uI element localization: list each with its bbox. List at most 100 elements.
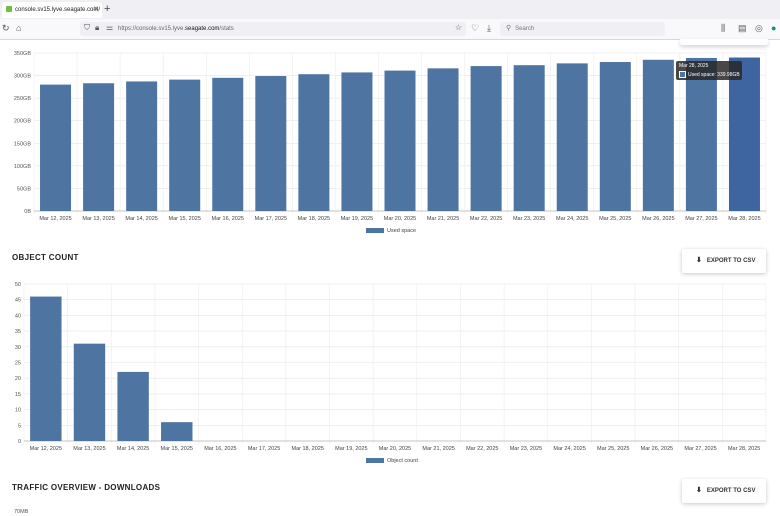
x-tick-label: Mar 25, 2025 (597, 446, 629, 452)
legend-label: Used space (387, 228, 417, 234)
account-icon[interactable]: ◎ (755, 23, 763, 33)
x-tick-label: Mar 18, 2025 (298, 216, 330, 222)
y-tick-label: 20 (15, 376, 21, 382)
x-tick-label: Mar 28, 2025 (728, 446, 760, 452)
chart-bar (212, 77, 244, 211)
x-tick-label: Mar 14, 2025 (117, 446, 149, 452)
x-tick-label: Mar 24, 2025 (553, 446, 585, 452)
y-tick-label: 50GB (17, 186, 31, 192)
legend-swatch (366, 228, 384, 234)
x-tick-label: Mar 15, 2025 (161, 446, 193, 452)
chart-bar (126, 81, 158, 211)
browser-nav-bar: ↻ ⌂ ⛉ 🔒︎ ⚌ https://console.sv15.lyve.sea… (0, 19, 780, 40)
object-count-legend[interactable]: Object count (366, 458, 418, 465)
traffic-title: TRAFFIC OVERVIEW - DOWNLOADS (12, 483, 161, 492)
chart-bar (117, 371, 149, 441)
y-tick-label: 100GB (14, 164, 31, 170)
x-tick-label: Mar 22, 2025 (466, 446, 498, 452)
address-url[interactable]: https://console.sv15.lyve.seagate.com/st… (118, 26, 234, 32)
x-tick-label: Mar 23, 2025 (513, 216, 545, 222)
chart-bar (169, 79, 201, 212)
x-tick-label: Mar 12, 2025 (30, 446, 62, 452)
used-space-legend[interactable]: Used space (366, 228, 416, 235)
chart-tooltip: Mar 28, 2025 Used space: 339.98GB (676, 61, 742, 80)
shield-icon[interactable]: ⛉ (84, 23, 90, 32)
pocket-icon[interactable]: ♡ (471, 23, 480, 33)
download-icon: ⬇ (696, 487, 702, 494)
x-tick-label: Mar 22, 2025 (470, 216, 502, 222)
y-tick-label: 0 (18, 439, 21, 445)
x-tick-label: Mar 14, 2025 (125, 216, 157, 222)
export-csv-button[interactable]: ⬇ EXPORT TO CSV (682, 479, 766, 503)
y-tick-label: 30 (15, 345, 21, 351)
chart-bar (73, 343, 106, 441)
x-tick-label: Mar 27, 2025 (685, 216, 717, 222)
object-count-title: OBJECT COUNT (12, 253, 79, 262)
address-bar[interactable]: ⛉ 🔒︎ ⚌ https://console.sv15.lyve.seagate… (80, 22, 466, 36)
x-tick-label: Mar 26, 2025 (641, 446, 673, 452)
chart-bar (556, 63, 588, 211)
chart-bar (384, 70, 416, 211)
x-tick-label: Mar 21, 2025 (422, 446, 454, 452)
chart-bar (255, 76, 287, 211)
chart-bar (341, 72, 373, 211)
tooltip-title: Mar 28, 2025 (679, 63, 709, 69)
x-tick-label: Mar 28, 2025 (728, 216, 760, 222)
export-button-partial[interactable] (680, 39, 768, 45)
y-tick-label: 25 (15, 361, 21, 367)
search-bar[interactable]: ⚲ Search (500, 22, 665, 36)
home-icon[interactable]: ⌂ (16, 23, 22, 33)
x-tick-label: Mar 13, 2025 (82, 216, 114, 222)
chart-bar (685, 57, 717, 211)
site-favicon-icon (6, 6, 12, 13)
x-tick-label: Mar 25, 2025 (599, 216, 631, 222)
x-tick-label: Mar 21, 2025 (427, 216, 459, 222)
used-space-chart: 0B 50GB 100GB 150GB 200GB 250GB 300GB 350GB Mar … (14, 51, 767, 222)
y-tick-label: 35 (15, 329, 21, 335)
chart-bar (83, 83, 115, 211)
y-tick-label: 50 (15, 282, 21, 288)
tooltip-value-row: Used space: 339.98GB (679, 71, 740, 79)
chart-bar (513, 65, 545, 211)
chart-bar (728, 57, 760, 211)
x-tick-label: Mar 13, 2025 (73, 446, 105, 452)
reload-icon[interactable]: ↻ (2, 23, 10, 33)
new-tab-button[interactable]: + (104, 3, 111, 15)
chart-bar (30, 296, 62, 441)
x-tick-label: Mar 17, 2025 (255, 216, 287, 222)
object-count-chart: 0 5 10 15 20 25 30 35 40 45 50 Mar 12, 2025 Mar 13, … (15, 282, 767, 452)
permissions-icon[interactable]: ⚌ (106, 23, 114, 32)
x-tick-label: Mar 12, 2025 (39, 216, 71, 222)
browser-tab[interactable]: console.sv15.lyve.seagate.com/ ✕ (2, 2, 102, 18)
sidebar-icon[interactable]: ▤ (738, 23, 747, 33)
extension-icon[interactable]: ● (771, 23, 777, 33)
y-tick-label: 0B (24, 209, 31, 215)
x-tick-label: Mar 24, 2025 (556, 216, 588, 222)
lock-icon[interactable]: 🔒︎ (95, 23, 100, 32)
x-tick-label: Mar 20, 2025 (379, 446, 411, 452)
downloads-icon[interactable]: ⤓ (487, 23, 491, 33)
library-icon[interactable]: ⫼ (721, 23, 726, 33)
y-tick-label: 250GB (14, 96, 31, 102)
x-tick-label: Mar 23, 2025 (510, 446, 542, 452)
x-tick-label: Mar 18, 2025 (291, 446, 323, 452)
x-tick-label: Mar 16, 2025 (204, 446, 236, 452)
search-icon: ⚲ (506, 25, 512, 32)
bookmark-star-icon[interactable]: ☆ (454, 23, 462, 32)
x-tick-label: Mar 16, 2025 (212, 216, 244, 222)
legend-swatch (366, 458, 384, 464)
y-tick-label: 200GB (14, 119, 31, 125)
export-label: EXPORT TO CSV (706, 488, 756, 494)
x-tick-label: Mar 15, 2025 (168, 216, 200, 222)
tab-title: console.sv15.lyve.seagate.com/ (15, 7, 101, 13)
export-csv-button[interactable]: ⬇ EXPORT TO CSV (682, 249, 766, 273)
x-tick-label: Mar 17, 2025 (248, 446, 280, 452)
chart-bar (642, 59, 674, 212)
tab-close-icon[interactable]: ✕ (93, 6, 99, 13)
tooltip-value: Used space: 339.98GB (688, 71, 740, 78)
y-tick-label: 150GB (14, 141, 31, 147)
y-tick-label: 15 (15, 392, 21, 398)
chart-bar (470, 66, 502, 211)
chart-bar (599, 62, 631, 212)
x-tick-label: Mar 26, 2025 (642, 216, 674, 222)
